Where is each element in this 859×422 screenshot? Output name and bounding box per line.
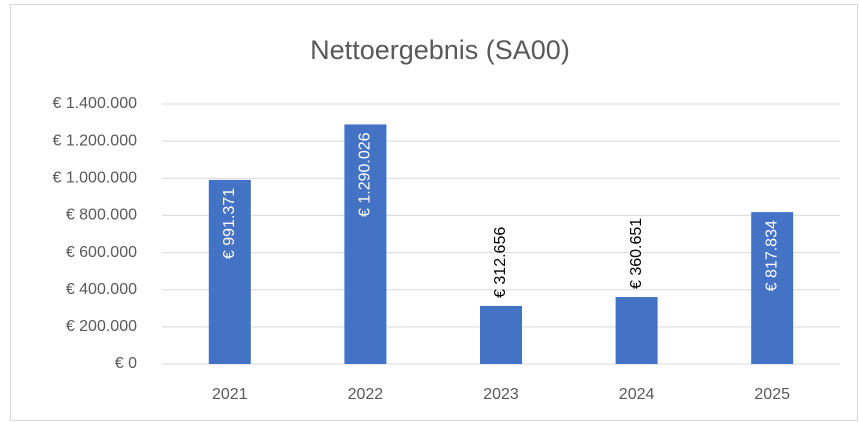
chart-title: Nettoergebnis (SA00) [310,35,570,65]
data-label: € 817.834 [763,220,780,291]
y-tick-label: € 600.000 [66,244,137,261]
bar [615,297,658,364]
bar [344,124,387,365]
y-tick-label: € 0 [115,355,137,372]
data-label: € 991.371 [221,188,238,259]
y-tick-label: € 1.200.000 [52,132,137,149]
bar [480,305,522,364]
x-tick-label: 2021 [212,386,248,403]
bar [751,212,794,364]
y-tick-label: € 400.000 [66,281,137,298]
y-tick-label: € 1.000.000 [52,170,137,187]
chart-frame [10,4,858,421]
data-label: € 360.651 [628,218,645,289]
x-tick-label: 2024 [619,386,655,403]
data-label: € 1.290.026 [357,132,374,217]
y-tick-label: € 1.400.000 [52,95,137,112]
data-label: € 312.656 [492,227,509,298]
x-tick-label: 2025 [754,386,790,403]
x-tick-label: 2022 [348,386,384,403]
y-tick-label: € 800.000 [66,207,137,224]
y-tick-label: € 200.000 [66,318,137,335]
x-tick-label: 2023 [483,386,519,403]
bar [208,179,251,364]
